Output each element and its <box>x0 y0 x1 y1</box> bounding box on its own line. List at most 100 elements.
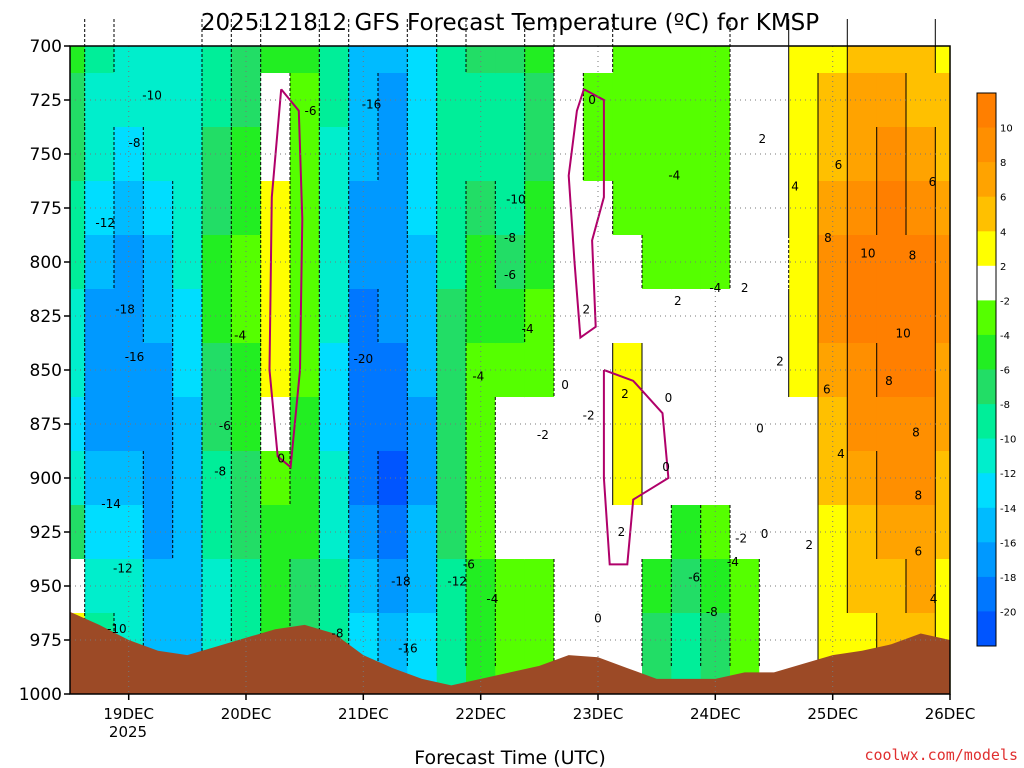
temperature-cell <box>143 235 174 290</box>
y-tick-label: 700 <box>30 37 62 57</box>
temperature-cell <box>378 127 408 182</box>
temperature-cell <box>436 451 467 506</box>
temperature-cell <box>319 46 350 74</box>
temperature-cell <box>407 343 438 398</box>
temperature-cell <box>407 127 438 182</box>
y-tick-label: 975 <box>30 631 62 651</box>
temperature-cell <box>143 559 174 614</box>
temperature-cell <box>70 343 86 398</box>
x-year-label: 2025 <box>109 723 147 741</box>
temperature-cell <box>730 73 760 128</box>
temperature-cell <box>114 235 144 290</box>
temperature-cell <box>612 397 643 452</box>
temperature-cell <box>671 505 702 560</box>
colorbar-tick-label: -10 <box>1000 435 1016 446</box>
colorbar-tick-label: -4 <box>1000 331 1010 342</box>
contour-label: 0 <box>662 460 670 474</box>
temperature-cell <box>671 559 702 614</box>
contour-label: 4 <box>837 447 845 461</box>
temperature-cell <box>935 46 951 74</box>
temperature-cell <box>436 289 467 344</box>
temperature-cell <box>407 451 438 506</box>
contour-label: -2 <box>537 428 549 442</box>
temperature-cell <box>730 505 760 560</box>
temperature-cell <box>554 559 584 614</box>
temperature-cell <box>202 451 232 506</box>
temperature-cell <box>319 181 350 236</box>
temperature-cell <box>935 289 951 344</box>
temperature-cell <box>84 343 115 398</box>
temperature-cell <box>202 343 232 398</box>
temperature-cell <box>172 559 203 614</box>
temperature-cell <box>407 235 438 290</box>
temperature-cell <box>847 559 878 614</box>
temperature-cell <box>671 235 702 290</box>
temperature-cell <box>642 73 672 128</box>
temperature-cell <box>84 181 115 236</box>
contour-label: -8 <box>706 605 718 619</box>
temperature-cell <box>202 73 232 128</box>
temperature-cell <box>612 235 643 290</box>
contour-label: 2 <box>741 281 749 295</box>
temperature-cell <box>290 289 320 344</box>
colorbar-band <box>977 162 996 198</box>
contour-label: 10 <box>895 326 910 340</box>
temperature-cell <box>671 289 702 344</box>
contour-label: 8 <box>914 488 922 502</box>
contour-label: 2 <box>621 387 629 401</box>
temperature-cell <box>290 235 320 290</box>
temperature-cell <box>788 235 819 290</box>
temperature-cell <box>378 613 408 668</box>
temperature-cell <box>202 46 232 74</box>
x-tick-label: 20DEC <box>221 705 272 723</box>
colorbar-band <box>977 576 996 612</box>
y-tick-label: 925 <box>30 523 62 543</box>
contour-label: -10 <box>107 622 127 636</box>
temperature-cell <box>84 289 115 344</box>
temperature-cell <box>671 46 702 74</box>
temperature-cell <box>172 127 203 182</box>
temperature-cell <box>759 235 790 290</box>
temperature-cell <box>671 127 702 182</box>
colorbar-band <box>977 611 996 647</box>
temperature-cell <box>524 397 555 452</box>
temperature-cell <box>671 451 702 506</box>
temperature-cell <box>114 181 144 236</box>
temperature-cell <box>876 235 907 290</box>
temperature-cell <box>935 235 951 290</box>
colorbar-tick-label: -16 <box>1000 538 1016 549</box>
temperature-cell <box>847 73 878 128</box>
temperature-cell <box>202 235 232 290</box>
contour-label: -6 <box>305 104 317 118</box>
temperature-cell <box>114 127 144 182</box>
temperature-cell <box>935 127 951 182</box>
contour-label: 8 <box>885 374 893 388</box>
temperature-cell <box>847 46 878 74</box>
temperature-cell <box>290 559 320 614</box>
temperature-cell <box>818 505 848 560</box>
temperature-cell <box>495 46 526 74</box>
contour-label: -20 <box>353 352 373 366</box>
temperature-cell <box>935 397 951 452</box>
temperature-cell <box>788 73 819 128</box>
temperature-cell <box>759 505 790 560</box>
temperature-cell <box>671 73 702 128</box>
temperature-cell <box>114 505 144 560</box>
temperature-cell <box>407 559 438 614</box>
temperature-cell <box>143 127 174 182</box>
temperature-cell <box>612 73 643 128</box>
temperature-cell <box>554 397 584 452</box>
temperature-cell <box>202 181 232 236</box>
temperature-cell <box>818 235 848 290</box>
grid-lines <box>70 46 950 694</box>
contour-label: 2 <box>582 303 590 317</box>
contour-label: -8 <box>129 136 141 150</box>
temperature-cell <box>788 613 819 668</box>
temperature-cell <box>730 559 760 614</box>
temperature-cell <box>436 235 467 290</box>
colorbar-band <box>977 542 996 578</box>
temperature-cell <box>583 46 614 74</box>
x-tick-label: 21DEC <box>338 705 389 723</box>
contour-label: -12 <box>113 562 133 576</box>
temperature-cell <box>554 343 584 398</box>
